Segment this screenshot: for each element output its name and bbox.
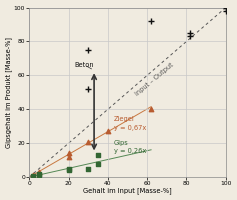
Text: Ziegel: Ziegel <box>114 116 134 122</box>
Text: Input – Output: Input – Output <box>134 61 174 97</box>
Point <box>188 35 192 38</box>
Point <box>67 155 70 158</box>
Text: Gips: Gips <box>114 140 128 146</box>
Point <box>37 174 41 177</box>
Point <box>224 9 228 13</box>
Point <box>149 108 153 111</box>
Point <box>96 162 100 165</box>
Point <box>149 20 153 23</box>
Y-axis label: Gipsgehalt im Produkt [Masse-%]: Gipsgehalt im Produkt [Masse-%] <box>5 37 12 148</box>
Text: y = 0,26x: y = 0,26x <box>114 148 146 154</box>
Point <box>67 169 70 172</box>
Point <box>224 6 228 9</box>
Point <box>188 31 192 35</box>
Text: Beton: Beton <box>74 62 94 69</box>
X-axis label: Gehalt im Input [Masse-%]: Gehalt im Input [Masse-%] <box>83 188 172 194</box>
Text: y = 0,67x: y = 0,67x <box>114 125 146 131</box>
Point <box>67 152 70 155</box>
Point <box>67 167 70 170</box>
Point <box>37 170 41 174</box>
Point <box>86 48 90 52</box>
Point <box>37 172 41 175</box>
Point <box>31 174 35 177</box>
Point <box>86 167 90 170</box>
Point <box>106 130 110 133</box>
Point <box>96 153 100 157</box>
Point <box>31 175 35 178</box>
Point <box>86 87 90 91</box>
Point <box>86 140 90 143</box>
